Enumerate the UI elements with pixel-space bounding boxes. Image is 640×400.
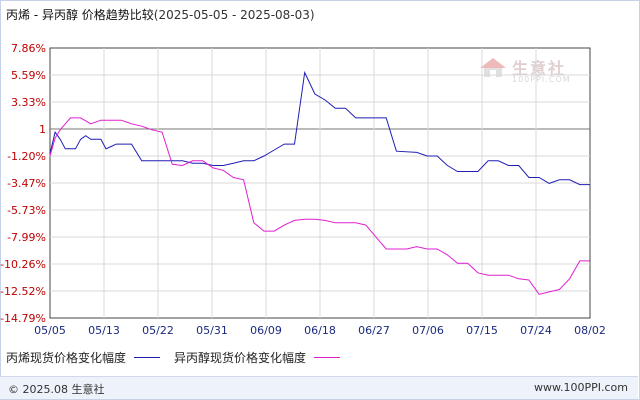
- x-tick-label: 08/02: [574, 324, 606, 337]
- y-tick-label: -5.73%: [7, 204, 46, 217]
- footer-bar: © 2025.08 生意社 www.100PPI.com: [0, 376, 638, 399]
- x-tick-label: 05/22: [142, 324, 174, 337]
- y-tick-label: -14.79%: [0, 312, 46, 325]
- watermark-brand: 生意社: [512, 59, 567, 78]
- series-line-1: [49, 70, 590, 186]
- x-tick-label: 06/27: [358, 324, 390, 337]
- y-tick-label: -1.20%: [7, 150, 46, 163]
- series-line-2: [49, 117, 590, 295]
- y-tick-label: -3.47%: [7, 177, 46, 190]
- y-tick-label: -7.99%: [7, 231, 46, 244]
- watermark: 生意社 100PPI.COM: [478, 55, 570, 84]
- watermark-site: 100PPI.COM: [512, 75, 571, 84]
- y-tick-label: -10.26%: [0, 258, 46, 271]
- x-tick-label: 07/06: [412, 324, 444, 337]
- chart-legend: 丙烯现货价格变化幅度 异丙醇现货价格变化幅度: [6, 349, 354, 366]
- chart-title: 丙烯 - 异丙醇 价格趋势比较(2025-05-05 - 2025-08-03): [6, 6, 315, 23]
- x-tick-label: 05/05: [34, 324, 66, 337]
- x-tick-label: 05/31: [196, 324, 228, 337]
- legend-swatch-series2: [314, 357, 341, 358]
- legend-label-series1: 丙烯现货价格变化幅度: [6, 351, 127, 365]
- x-tick-label: 07/24: [520, 324, 552, 337]
- legend-swatch-series1: [134, 357, 161, 358]
- house-logo-icon: [480, 58, 506, 77]
- x-tick-label: 06/09: [250, 324, 282, 337]
- x-tick-label: 07/15: [466, 324, 498, 337]
- chart-title-range: (2025-05-05 - 2025-08-03): [153, 8, 315, 22]
- chart-title-main: 丙烯 - 异丙醇 价格趋势比较: [6, 8, 154, 22]
- x-tick-label: 05/13: [88, 324, 120, 337]
- footer-site-link[interactable]: www.100PPI.com: [534, 381, 628, 394]
- legend-label-series2: 异丙醇现货价格变化幅度: [174, 351, 307, 365]
- footer-copyright: © 2025.08 生意社: [8, 383, 105, 396]
- x-tick-label: 06/18: [304, 324, 336, 337]
- y-tick-label: 3.33%: [11, 96, 46, 109]
- y-tick-label: 1: [39, 123, 46, 136]
- y-tick-label: 7.86%: [11, 42, 46, 55]
- y-tick-label: -12.52%: [0, 285, 46, 298]
- y-tick-label: 5.59%: [11, 69, 46, 82]
